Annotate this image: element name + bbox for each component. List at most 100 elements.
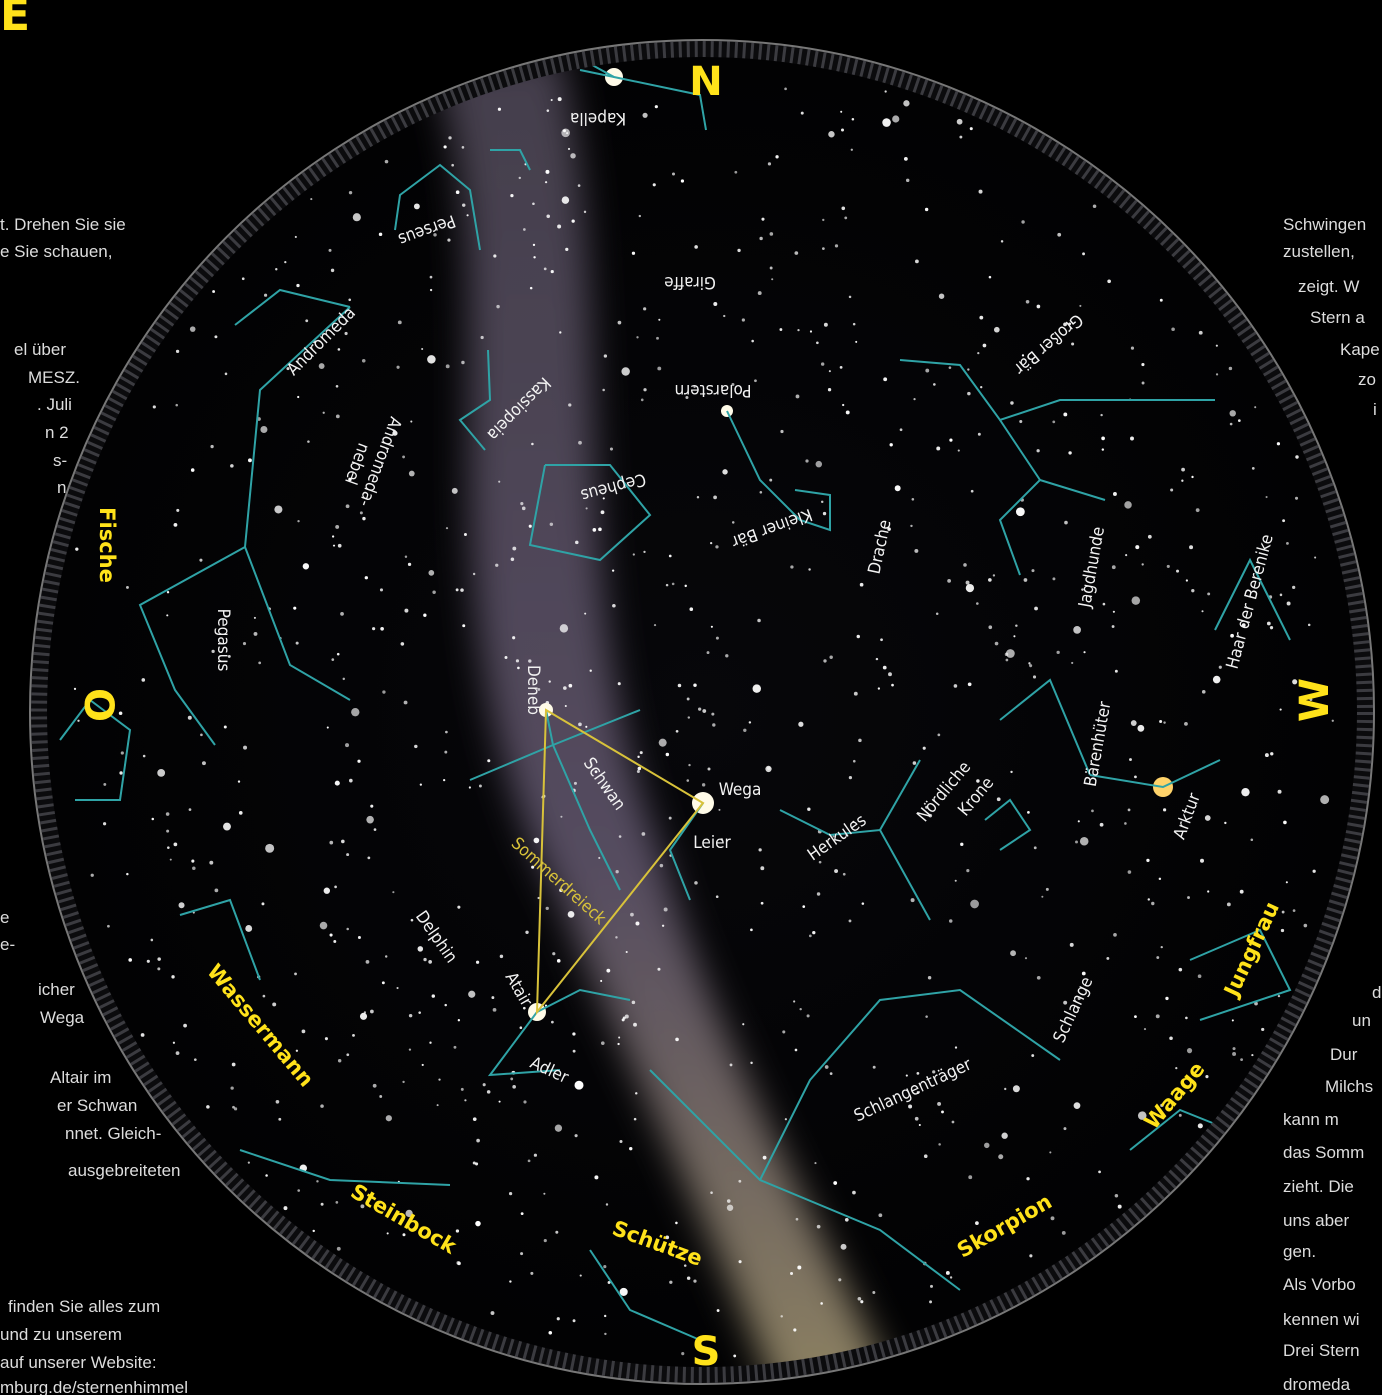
star (955, 880, 957, 882)
star (984, 1143, 989, 1148)
star (854, 692, 858, 696)
side-text-line: e Sie schauen, (0, 242, 112, 261)
star (708, 768, 711, 771)
star (612, 569, 614, 571)
star (833, 1181, 837, 1185)
star (405, 556, 407, 558)
star (878, 1213, 882, 1217)
side-text-line: Kape (1340, 340, 1380, 359)
star (420, 783, 422, 785)
star (444, 145, 447, 148)
star (618, 321, 622, 325)
star (512, 1085, 516, 1089)
star (904, 157, 908, 161)
star (618, 682, 621, 685)
star (469, 786, 471, 788)
star (794, 251, 798, 255)
star (930, 1285, 933, 1288)
star (730, 1064, 733, 1067)
star (823, 659, 826, 662)
star (349, 191, 352, 194)
star (753, 684, 761, 692)
star (565, 248, 568, 251)
star (655, 105, 658, 108)
star (258, 661, 261, 664)
star (520, 1026, 523, 1029)
star (590, 670, 592, 672)
star (790, 565, 793, 568)
star (551, 99, 553, 101)
star (534, 838, 540, 844)
star (545, 170, 549, 174)
star (142, 678, 146, 682)
side-text-line: kennen wi (1283, 1310, 1360, 1329)
star (173, 1042, 175, 1044)
star (1103, 603, 1106, 606)
star (980, 386, 982, 388)
star (147, 960, 150, 963)
star (545, 181, 547, 183)
star (422, 1064, 424, 1066)
star (462, 146, 465, 149)
star (785, 1118, 787, 1120)
star (174, 523, 178, 527)
star (727, 1199, 731, 1203)
star (170, 859, 172, 861)
star (978, 433, 981, 436)
star (547, 109, 550, 112)
star (190, 326, 196, 332)
star (983, 344, 987, 348)
star (1314, 557, 1316, 559)
star (385, 955, 387, 957)
star (1251, 838, 1254, 841)
star (1163, 721, 1165, 723)
side-text-line: auf unserer Website: (0, 1353, 157, 1372)
star (809, 935, 812, 938)
side-text-line: finden Sie alles zum (8, 1297, 160, 1316)
star (914, 549, 918, 553)
star (824, 323, 828, 327)
star (320, 1104, 324, 1108)
star (976, 602, 979, 605)
star (121, 751, 124, 754)
star (386, 1115, 392, 1121)
star (1134, 775, 1137, 778)
star (845, 1218, 849, 1222)
star (949, 366, 952, 369)
star (445, 731, 448, 734)
star (782, 1030, 785, 1033)
star (658, 319, 660, 321)
star (568, 403, 571, 406)
star (615, 936, 617, 938)
star (295, 236, 297, 238)
star (430, 289, 432, 291)
star (316, 1180, 318, 1182)
star (966, 584, 974, 592)
star (633, 553, 635, 555)
star (1146, 859, 1149, 862)
star (1010, 401, 1013, 404)
star (967, 392, 970, 395)
star (1034, 607, 1038, 611)
corner-letter: E (0, 0, 30, 41)
star (925, 1015, 928, 1018)
star (1112, 625, 1115, 628)
star (988, 625, 992, 629)
star-map-page: E t. Drehen Sie siee Sie schauen,el über… (0, 0, 1382, 1395)
star (925, 208, 928, 211)
star (265, 1174, 268, 1177)
star (853, 760, 856, 763)
star (232, 1063, 236, 1067)
star (910, 525, 912, 527)
side-text-line: und zu unserem (0, 1325, 122, 1344)
star (796, 1218, 799, 1221)
star (715, 545, 718, 548)
star (1041, 896, 1043, 898)
star (1068, 451, 1071, 454)
side-text-line: Schwingen (1283, 215, 1366, 234)
star (575, 1134, 578, 1137)
star (1057, 233, 1061, 237)
star (1151, 902, 1154, 905)
star (373, 1084, 377, 1088)
star (1016, 507, 1025, 516)
